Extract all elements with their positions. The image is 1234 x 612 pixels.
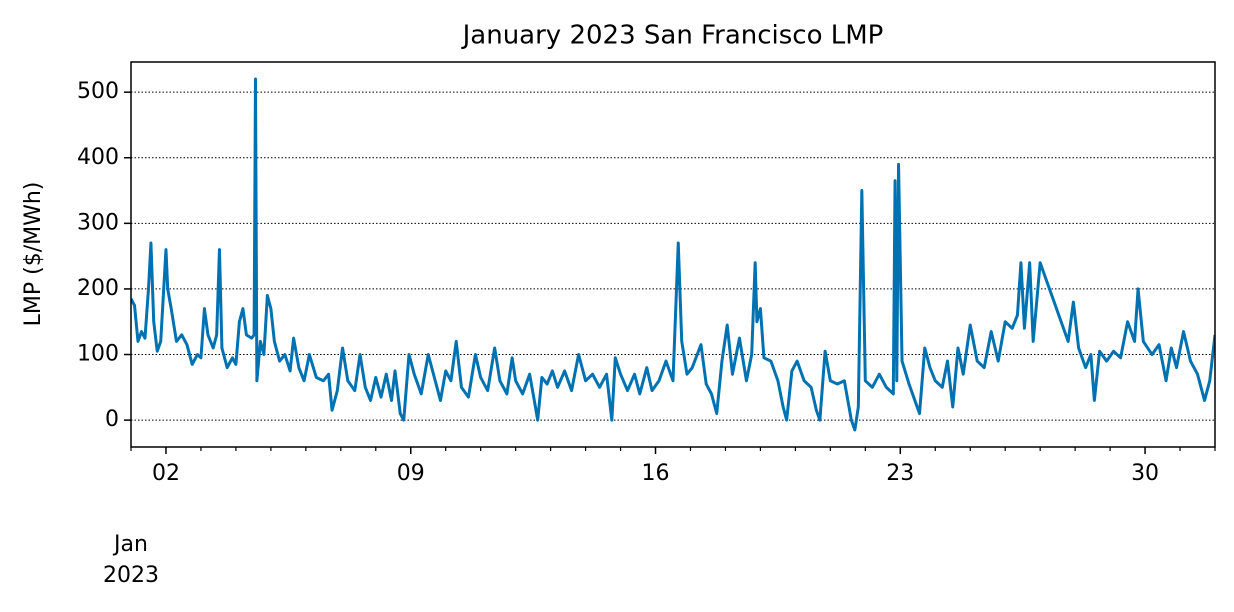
plot-frame: [130, 61, 1216, 448]
x-tick-label: 23: [886, 461, 914, 486]
y-tick-label: 400: [77, 145, 119, 170]
chart-title: January 2023 San Francisco LMP: [461, 21, 884, 51]
y-tick-label: 500: [77, 79, 119, 104]
y-axis-label: LMP ($/MWh): [21, 182, 46, 327]
x-tick-label: 02: [152, 461, 180, 486]
x-tick-label: 30: [1131, 461, 1159, 486]
x-offset-label: Jan: [112, 532, 148, 557]
data-line: [131, 77, 1215, 432]
y-tick-label: 200: [77, 276, 119, 301]
x-tick-label: 09: [397, 461, 425, 486]
x-tick-label: 16: [642, 461, 670, 486]
y-tick-label: 300: [77, 210, 119, 235]
x-offset-label: 2023: [103, 563, 159, 588]
y-tick-label: 0: [105, 407, 119, 432]
y-tick-label: 100: [77, 342, 119, 367]
